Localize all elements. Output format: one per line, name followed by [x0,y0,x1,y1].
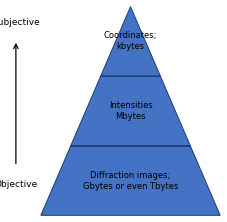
Text: Diffraction images;
Gbytes or even Tbytes: Diffraction images; Gbytes or even Tbyte… [83,170,178,191]
Text: Objective: Objective [0,180,37,189]
Polygon shape [71,76,190,146]
Text: Coordinates;
kbytes: Coordinates; kbytes [104,31,157,52]
Polygon shape [101,7,160,76]
Text: Intensities
Mbytes: Intensities Mbytes [109,101,152,121]
Polygon shape [41,146,220,215]
Text: Subjective: Subjective [0,18,40,27]
